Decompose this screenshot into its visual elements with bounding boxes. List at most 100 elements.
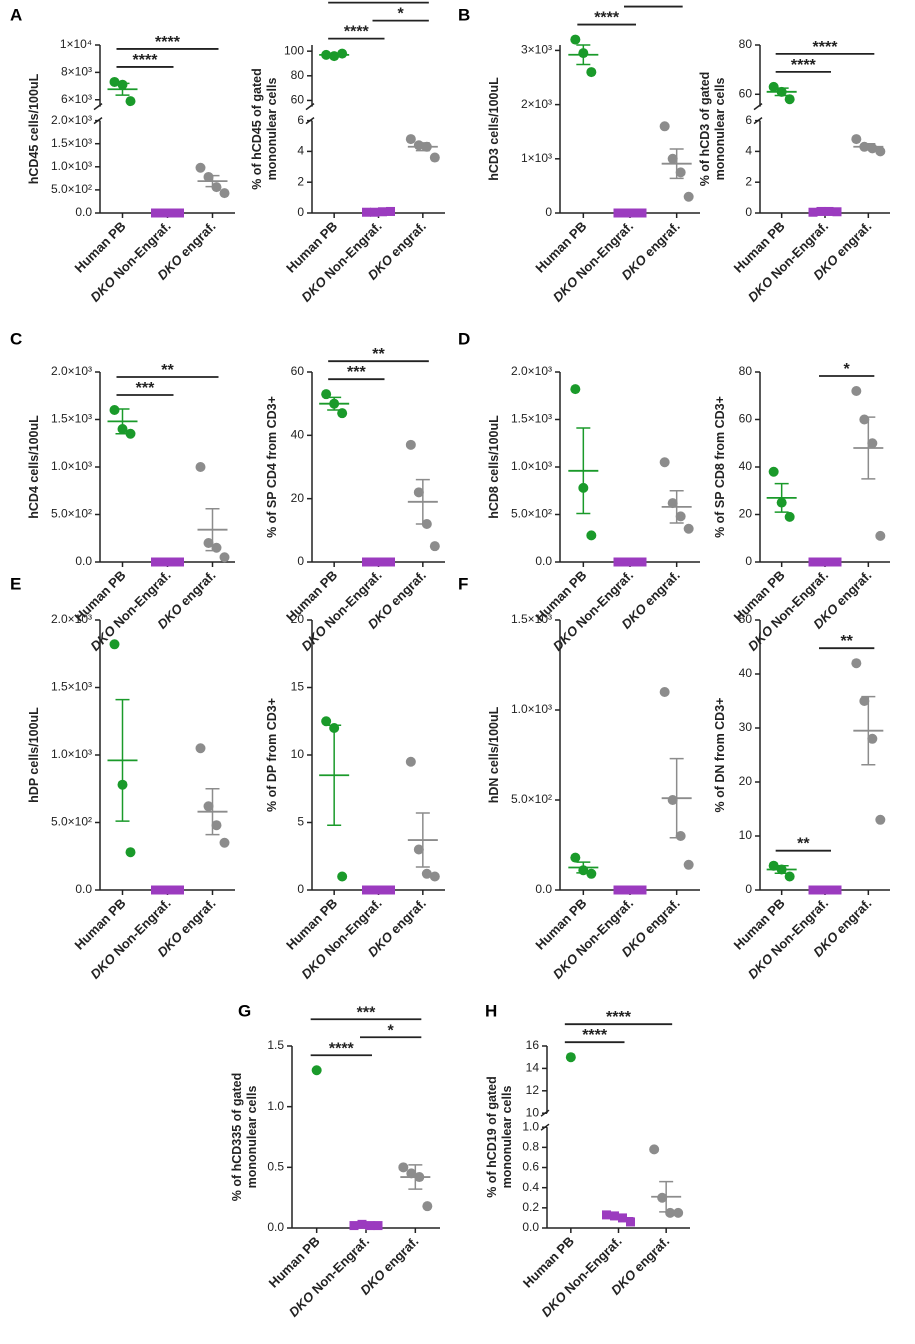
y-tick-label: 1.0×10³	[511, 459, 552, 473]
y-axis-label: mononulear cells	[245, 1086, 259, 1189]
data-point	[626, 1217, 635, 1226]
y-tick-label: 5	[297, 815, 304, 829]
rest: engraf.	[175, 896, 219, 940]
data-point	[159, 209, 168, 218]
y-tick-label: 2×10³	[521, 97, 552, 111]
rest: engraf.	[831, 219, 875, 263]
sig-label: *	[398, 6, 405, 23]
data-point	[809, 208, 818, 217]
y-tick-label: 1.5×10³	[51, 136, 92, 150]
data-point	[386, 558, 395, 567]
y-tick-label: 0.0	[535, 882, 552, 896]
data-point	[785, 94, 795, 104]
data-point	[785, 512, 795, 522]
data-point	[362, 558, 371, 567]
data-point	[321, 389, 331, 399]
data-point	[833, 207, 842, 216]
data-point	[196, 462, 206, 472]
data-point	[570, 384, 580, 394]
data-point	[859, 415, 869, 425]
sig-label: ***	[136, 380, 155, 397]
y-tick-label: 8×10³	[61, 65, 92, 79]
category-label: DKO Non-Engraf.	[298, 896, 384, 982]
data-point	[657, 1193, 667, 1203]
y-tick-label: 20	[291, 612, 305, 626]
data-point	[638, 209, 647, 218]
sig-label: ****	[133, 52, 159, 69]
data-point	[875, 815, 885, 825]
y-axis-label: hCD4 cells/100uL	[27, 415, 41, 519]
y-tick-label: 10	[291, 747, 305, 761]
rest: engraf.	[385, 896, 429, 940]
data-point	[618, 1213, 627, 1222]
y-tick-label: 0.5	[267, 1160, 284, 1174]
category-label: DKO Non-Engraf.	[538, 1234, 624, 1320]
data-point	[785, 872, 795, 882]
data-point	[668, 795, 678, 805]
axis-break	[306, 104, 314, 110]
y-tick-label: 80	[739, 37, 753, 51]
y-axis-label: hCD45 cells/100uL	[27, 73, 41, 184]
data-point	[220, 188, 230, 198]
data-point	[329, 723, 339, 733]
data-point	[777, 498, 787, 508]
data-point	[204, 801, 214, 811]
y-tick-label: 60	[739, 412, 753, 426]
y-tick-label: 0	[545, 205, 552, 219]
panel-letter: B	[458, 5, 470, 24]
data-point	[668, 154, 678, 164]
y-axis-label: hCD3 cells/100uL	[487, 77, 501, 181]
panel-letter: G	[238, 1001, 251, 1020]
y-axis-label: % of hCD335 of gated	[230, 1073, 244, 1202]
data-point	[220, 838, 230, 848]
y-tick-label: 10	[526, 1105, 540, 1119]
data-point	[406, 134, 416, 144]
data-point	[196, 163, 206, 173]
data-point	[378, 886, 387, 895]
data-point	[196, 743, 206, 753]
data-point	[386, 886, 395, 895]
sig-label: ****	[582, 1027, 608, 1044]
axis-break	[94, 104, 102, 110]
y-tick-label: 10	[739, 828, 753, 842]
data-point	[570, 35, 580, 45]
data-point	[602, 1210, 611, 1219]
rest: engraf.	[385, 219, 429, 263]
rest: engraf.	[175, 219, 219, 263]
data-point	[638, 558, 647, 567]
y-axis-label: % of SP CD4 from CD3+	[265, 396, 279, 538]
data-point	[414, 1172, 424, 1182]
sig-label: ***	[347, 364, 366, 381]
y-tick-label: 40	[739, 666, 753, 680]
y-tick-label: 5.0×10²	[51, 815, 92, 829]
y-tick-label: 0.0	[75, 554, 92, 568]
y-tick-label: 80	[739, 364, 753, 378]
y-tick-label: 2	[745, 174, 752, 188]
data-point	[614, 209, 623, 218]
data-point	[159, 886, 168, 895]
data-point	[430, 541, 440, 551]
y-tick-label: 60	[739, 86, 753, 100]
data-point	[859, 696, 869, 706]
panel-letter: D	[458, 329, 470, 348]
data-point	[126, 96, 136, 106]
data-point	[126, 847, 136, 857]
sig-label: ****	[344, 24, 370, 41]
y-tick-label: 2.0×10³	[51, 113, 92, 127]
data-point	[175, 558, 184, 567]
data-point	[867, 438, 877, 448]
data-point	[578, 483, 588, 493]
data-point	[414, 845, 424, 855]
data-point	[630, 886, 639, 895]
y-tick-label: 1.5×10³	[51, 680, 92, 694]
data-point	[362, 208, 371, 217]
data-point	[159, 558, 168, 567]
data-point	[586, 530, 596, 540]
rest: engraf.	[385, 568, 429, 612]
data-point	[430, 153, 440, 163]
y-tick-label: 0.8	[522, 1140, 539, 1154]
y-tick-label: 40	[739, 459, 753, 473]
rest: engraf.	[628, 1234, 672, 1278]
sig-label: ****	[329, 1040, 355, 1057]
